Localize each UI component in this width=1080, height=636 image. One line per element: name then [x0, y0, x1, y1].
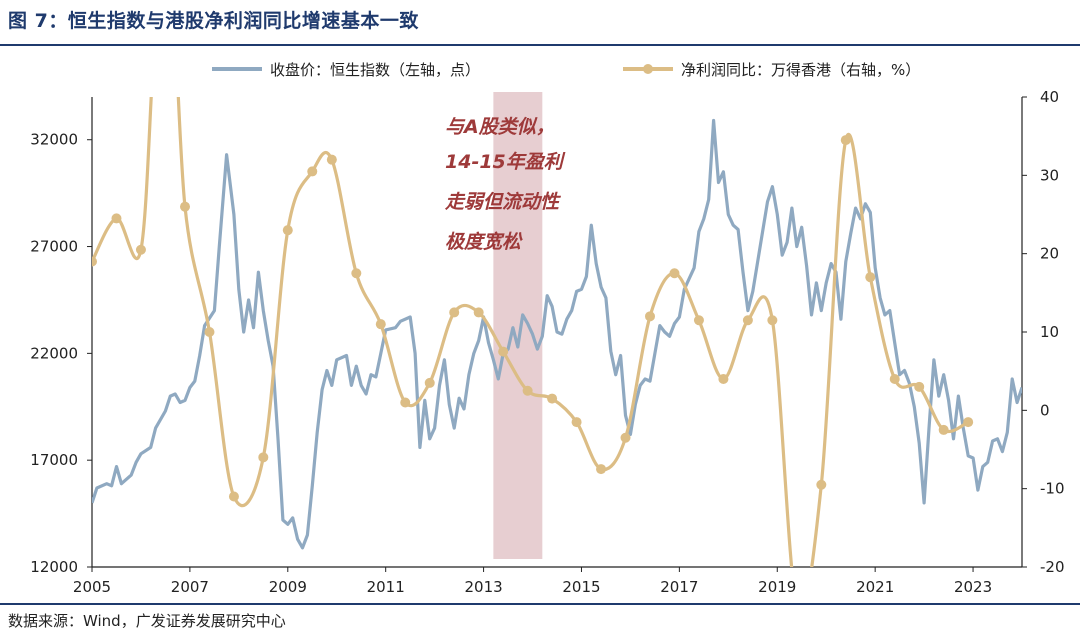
footer-divider — [0, 603, 1080, 605]
net-profit-yoy-point — [742, 315, 753, 326]
x-tick-label: 2009 — [269, 578, 307, 596]
x-tick-label: 2023 — [954, 578, 992, 596]
net-profit-yoy-point — [840, 135, 851, 146]
net-profit-yoy-point — [571, 417, 582, 428]
net-profit-yoy-point — [938, 424, 949, 435]
net-profit-yoy-point — [151, 22, 161, 32]
net-profit-yoy-point — [449, 307, 460, 318]
annotation: 与A股类似， 14-15年盈利 走弱但流动性 极度宽松 — [444, 116, 566, 253]
left-tick-label: 17000 — [30, 451, 78, 469]
right-tick-label: 0 — [1040, 401, 1050, 419]
right-tick-label: 10 — [1040, 323, 1059, 341]
x-tick-label: 2021 — [856, 578, 894, 596]
net-profit-yoy-point — [718, 374, 729, 384]
right-tick-label: -20 — [1040, 558, 1065, 576]
net-profit-yoy-point — [92, 256, 97, 267]
annotation-line-3: 走弱但流动性 — [444, 191, 562, 213]
net-profit-yoy-point — [282, 225, 293, 236]
net-profit-yoy-point — [375, 319, 386, 330]
annotation-line-2: 14-15年盈利 — [445, 151, 566, 173]
net-profit-yoy-point — [351, 268, 362, 279]
net-profit-yoy-point — [963, 417, 974, 428]
net-profit-yoy-point — [258, 452, 269, 463]
x-tick-label: 2019 — [758, 578, 796, 596]
x-tick-label: 2015 — [562, 578, 600, 596]
hsi-close-line — [92, 118, 1022, 550]
net-profit-yoy-line — [92, 97, 969, 567]
tick-labels: 12000 17000 22000 27000 32000 -20 -10 0 10 20 30 40… — [30, 88, 1064, 596]
left-tick-label: 27000 — [30, 238, 78, 256]
right-tick-label: -10 — [1040, 480, 1065, 498]
net-profit-yoy-point — [326, 154, 337, 165]
net-profit-yoy-point — [135, 244, 146, 255]
net-profit-yoy-point — [620, 432, 631, 443]
left-tick-label: 12000 — [30, 558, 78, 576]
legend-profit-label: 净利润同比：万得香港（右轴，%） — [681, 61, 920, 79]
x-tick-label: 2017 — [660, 578, 698, 596]
source-note: 数据来源：Wind，广发证券发展研究中心 — [8, 612, 286, 630]
right-tick-label: 40 — [1040, 88, 1059, 106]
legend-index-label: 收盘价：恒生指数（左轴，点） — [270, 61, 480, 79]
net-profit-yoy-point — [111, 213, 122, 224]
net-profit-yoy-point — [180, 201, 190, 212]
net-profit-yoy-point — [645, 311, 655, 322]
highlight-band — [493, 92, 543, 559]
net-profit-yoy-point — [400, 397, 411, 408]
net-profit-yoy-point — [693, 315, 704, 326]
x-tick-label: 2007 — [171, 578, 209, 596]
left-tick-label: 22000 — [30, 344, 78, 362]
net-profit-yoy-point — [547, 393, 558, 404]
net-profit-yoy-point — [816, 479, 827, 490]
title-divider — [0, 44, 1080, 46]
legend-profit-marker — [643, 64, 653, 74]
legend: 收盘价：恒生指数（左轴，点） 净利润同比：万得香港（右轴，%） — [212, 61, 920, 79]
net-profit-yoy-point — [498, 346, 509, 357]
net-profit-yoy-point — [424, 377, 435, 388]
net-profit-yoy-point — [522, 385, 533, 396]
x-tick-label: 2013 — [464, 578, 502, 596]
net-profit-yoy-point — [865, 272, 876, 283]
x-tick-label: 2005 — [73, 578, 111, 596]
annotation-line-4: 极度宽松 — [445, 231, 523, 253]
net-profit-yoy-point — [914, 381, 925, 392]
net-profit-yoy-point — [228, 491, 239, 502]
right-tick-label: 30 — [1040, 166, 1059, 184]
left-tick-label: 32000 — [30, 131, 78, 149]
series-lines — [92, 22, 1022, 567]
net-profit-yoy-point — [767, 315, 778, 326]
net-profit-yoy-point — [204, 327, 215, 337]
net-profit-yoy-point — [307, 166, 318, 177]
annotation-line-1: 与A股类似， — [445, 116, 555, 138]
net-profit-yoy-point — [596, 464, 607, 475]
net-profit-yoy-point — [669, 268, 680, 279]
right-tick-label: 20 — [1040, 245, 1059, 263]
chart-title: 图 7：恒生指数与港股净利润同比增速基本一致 — [8, 10, 419, 32]
x-tick-label: 2011 — [367, 578, 405, 596]
net-profit-yoy-point — [473, 307, 484, 318]
net-profit-yoy-point — [889, 374, 900, 384]
